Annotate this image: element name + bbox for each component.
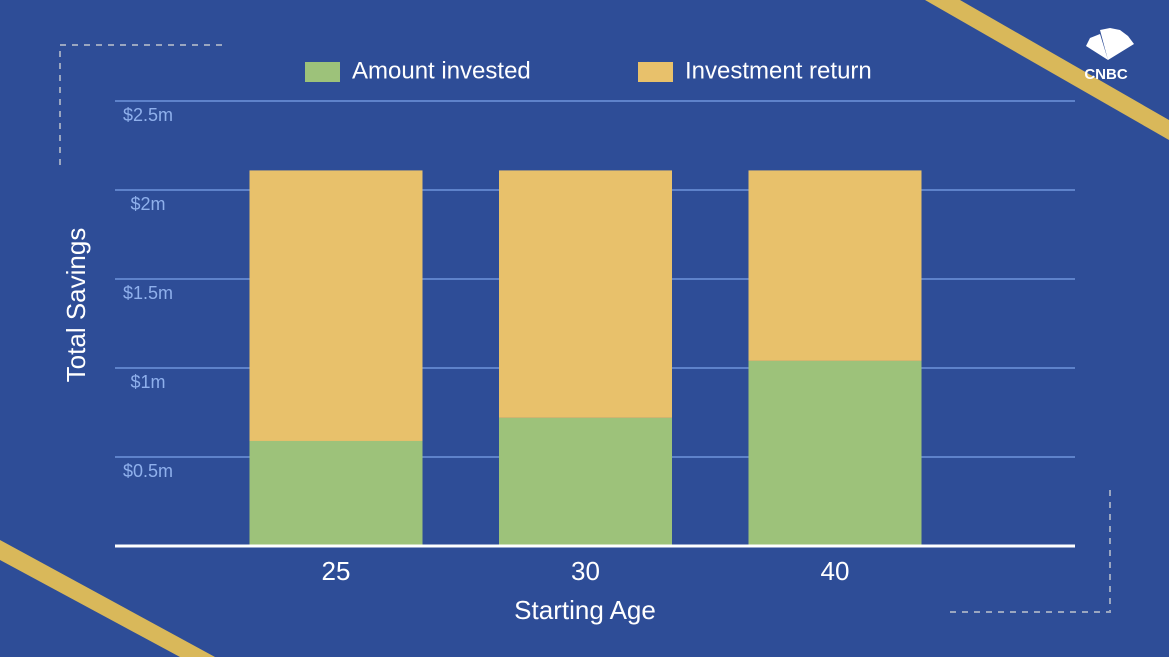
x-tick-label: 30	[571, 556, 600, 586]
y-tick-label: $0.5m	[123, 461, 173, 481]
x-tick-label: 25	[322, 556, 351, 586]
y-tick-label: $2.5m	[123, 105, 173, 125]
x-tick-label: 40	[821, 556, 850, 586]
y-tick-label: $1m	[130, 372, 165, 392]
decor-stripe	[0, 540, 215, 657]
y-axis-label: Total Savings	[61, 228, 91, 383]
x-axis-label: Starting Age	[514, 595, 656, 625]
logo: CNBC	[1084, 28, 1134, 83]
y-tick-label: $1.5m	[123, 283, 173, 303]
legend-swatch	[638, 62, 673, 82]
bar-segment	[249, 170, 423, 441]
bar-segment	[499, 170, 672, 418]
legend-label: Investment return	[685, 57, 872, 84]
logo-text: CNBC	[1084, 66, 1127, 83]
legend-swatch	[305, 62, 340, 82]
y-tick-label: $2m	[130, 194, 165, 214]
bar-segment	[499, 417, 672, 546]
bar-segment	[249, 440, 423, 546]
decor-frame	[59, 44, 222, 165]
decor-frame	[945, 490, 1111, 613]
bar-segment	[748, 360, 922, 546]
legend-label: Amount invested	[352, 57, 531, 84]
decor-stripe	[925, 0, 1169, 140]
bar-segment	[748, 170, 922, 361]
